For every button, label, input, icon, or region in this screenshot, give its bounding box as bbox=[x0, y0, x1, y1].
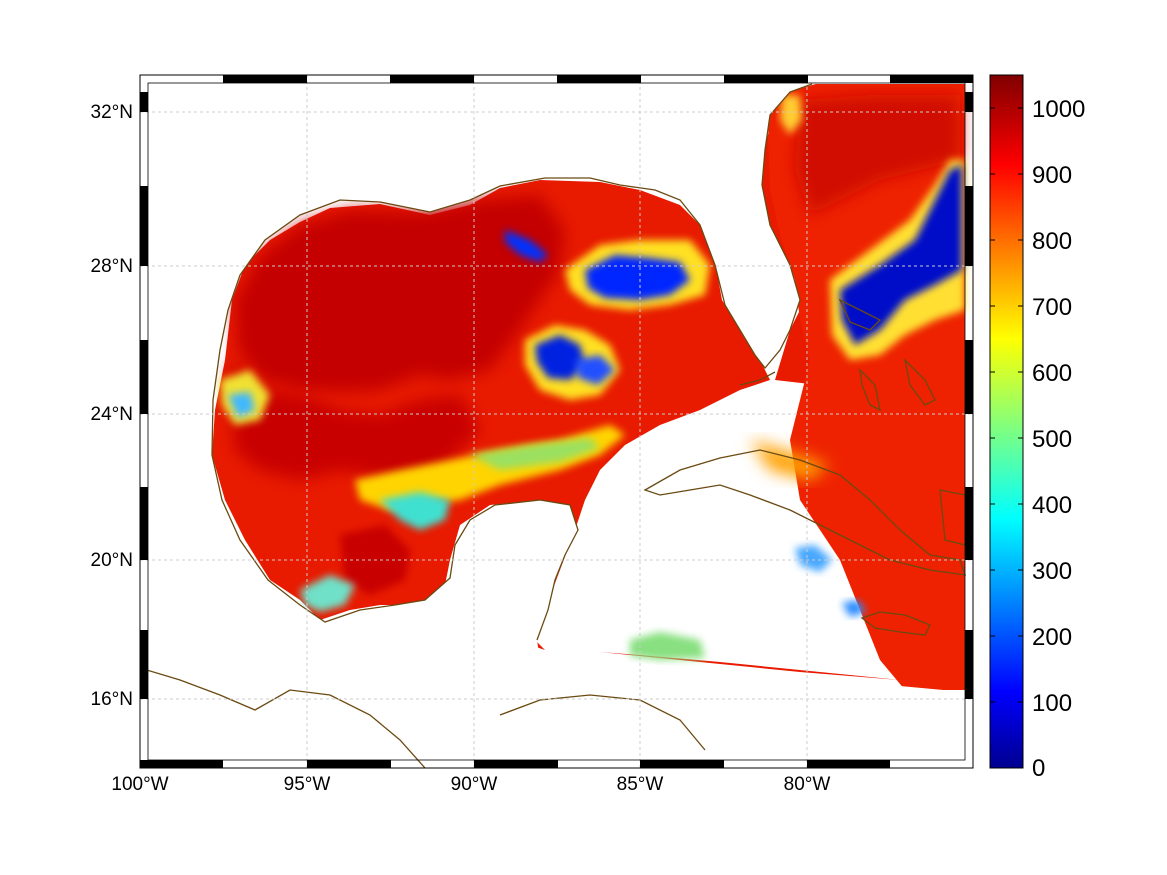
grid-lines bbox=[140, 75, 973, 768]
frame-left-block bbox=[140, 340, 148, 414]
frame-top-block bbox=[890, 75, 973, 83]
colorbar-tick-label: 900 bbox=[1032, 162, 1072, 189]
caribbean-cyan-2 bbox=[842, 600, 866, 617]
colorbar: 0 100 200 300 400 500 600 700 800 900 1000 bbox=[989, 74, 1085, 782]
frame-bottom-block bbox=[474, 760, 558, 768]
frame-bottom-block bbox=[307, 760, 391, 768]
frame-right-block bbox=[965, 186, 973, 266]
colorbar-tick-label: 800 bbox=[1032, 228, 1072, 255]
map-frame bbox=[139, 74, 974, 769]
gulf-coastline bbox=[211, 83, 813, 641]
bahamas-blue bbox=[840, 165, 962, 345]
colorbar-ticks: 0 100 200 300 400 500 600 700 800 900 1000 bbox=[990, 96, 1085, 782]
eddy-blue-4 bbox=[575, 355, 615, 385]
frame-top-block bbox=[223, 75, 307, 83]
y-tick-label: 16°N bbox=[91, 689, 133, 710]
honduras-coast bbox=[499, 694, 706, 751]
deep-red-region bbox=[235, 195, 565, 392]
bahamas-coast-3 bbox=[903, 358, 936, 406]
caribbean-green bbox=[630, 632, 705, 660]
data-field bbox=[212, 82, 965, 690]
colorbar-tick-label: 700 bbox=[1032, 294, 1072, 321]
frame-bottom-block bbox=[640, 760, 724, 768]
florida-yellow bbox=[780, 95, 802, 135]
colorbar-tick-label: 600 bbox=[1032, 360, 1072, 387]
frame-top-block bbox=[724, 75, 808, 83]
frame-right-block bbox=[965, 487, 973, 560]
map-plot-area bbox=[139, 74, 974, 769]
colorbar-gradient bbox=[989, 74, 1024, 769]
x-tick-label: 100°W bbox=[111, 774, 168, 795]
frame-inner bbox=[147, 82, 966, 761]
colorbar-tick-label: 300 bbox=[1032, 558, 1072, 585]
eddy-blue-3 bbox=[505, 230, 548, 262]
land-overlay bbox=[140, 75, 973, 768]
x-tick-label: 80°W bbox=[784, 774, 831, 795]
colorbar-tick-label: 100 bbox=[1032, 690, 1072, 717]
cuba-warm bbox=[750, 440, 830, 480]
green-band bbox=[470, 438, 600, 470]
x-tick-label: 90°W bbox=[451, 774, 498, 795]
frame-left-block bbox=[140, 487, 148, 560]
colorbar-tick-label: 200 bbox=[1032, 624, 1072, 651]
central-america-coast bbox=[140, 667, 426, 768]
cyan-southwest bbox=[300, 575, 355, 612]
colorbar-tick-label: 0 bbox=[1032, 755, 1045, 782]
y-tick-label: 28°N bbox=[91, 256, 133, 277]
frame-right-block bbox=[965, 340, 973, 414]
usa-land bbox=[140, 75, 973, 768]
coastlines bbox=[140, 83, 966, 768]
deep-red-region-4 bbox=[795, 95, 960, 215]
jamaica-coast bbox=[860, 611, 931, 636]
frame-bottom-block bbox=[140, 760, 223, 768]
frame-right-block bbox=[965, 630, 973, 699]
bahamas-coast-1 bbox=[838, 298, 882, 331]
x-tick-labels: 100°W 95°W 90°W 85°W 80°W bbox=[111, 774, 830, 795]
x-tick-label: 85°W bbox=[617, 774, 664, 795]
frame-left-block bbox=[140, 186, 148, 266]
frame-right-block bbox=[965, 92, 973, 112]
bahamas-coast-2 bbox=[859, 368, 881, 412]
frame-left-block bbox=[140, 630, 148, 699]
florida-keys bbox=[739, 371, 776, 386]
y-tick-label: 32°N bbox=[91, 102, 133, 123]
frame-left-block bbox=[140, 92, 148, 112]
frame-top-block bbox=[557, 75, 641, 83]
caribbean-cyan-1 bbox=[795, 545, 832, 572]
y-tick-label: 20°N bbox=[91, 550, 133, 571]
cyan-west-edge bbox=[228, 392, 255, 418]
colorbar-tick-label: 1000 bbox=[1032, 96, 1085, 123]
frame-bottom-block bbox=[807, 760, 890, 768]
y-tick-labels: 16°N 20°N 24°N 28°N 32°N bbox=[91, 102, 133, 710]
eddy-blue-2 bbox=[535, 335, 585, 380]
colorbar-tick-label: 400 bbox=[1032, 492, 1072, 519]
frame-top-block bbox=[390, 75, 474, 83]
deep-red-region-2 bbox=[230, 360, 480, 480]
cyan-band bbox=[380, 492, 450, 530]
y-tick-label: 24°N bbox=[91, 404, 133, 425]
colorbar-tick-label: 500 bbox=[1032, 426, 1072, 453]
x-tick-label: 95°W bbox=[284, 774, 331, 795]
